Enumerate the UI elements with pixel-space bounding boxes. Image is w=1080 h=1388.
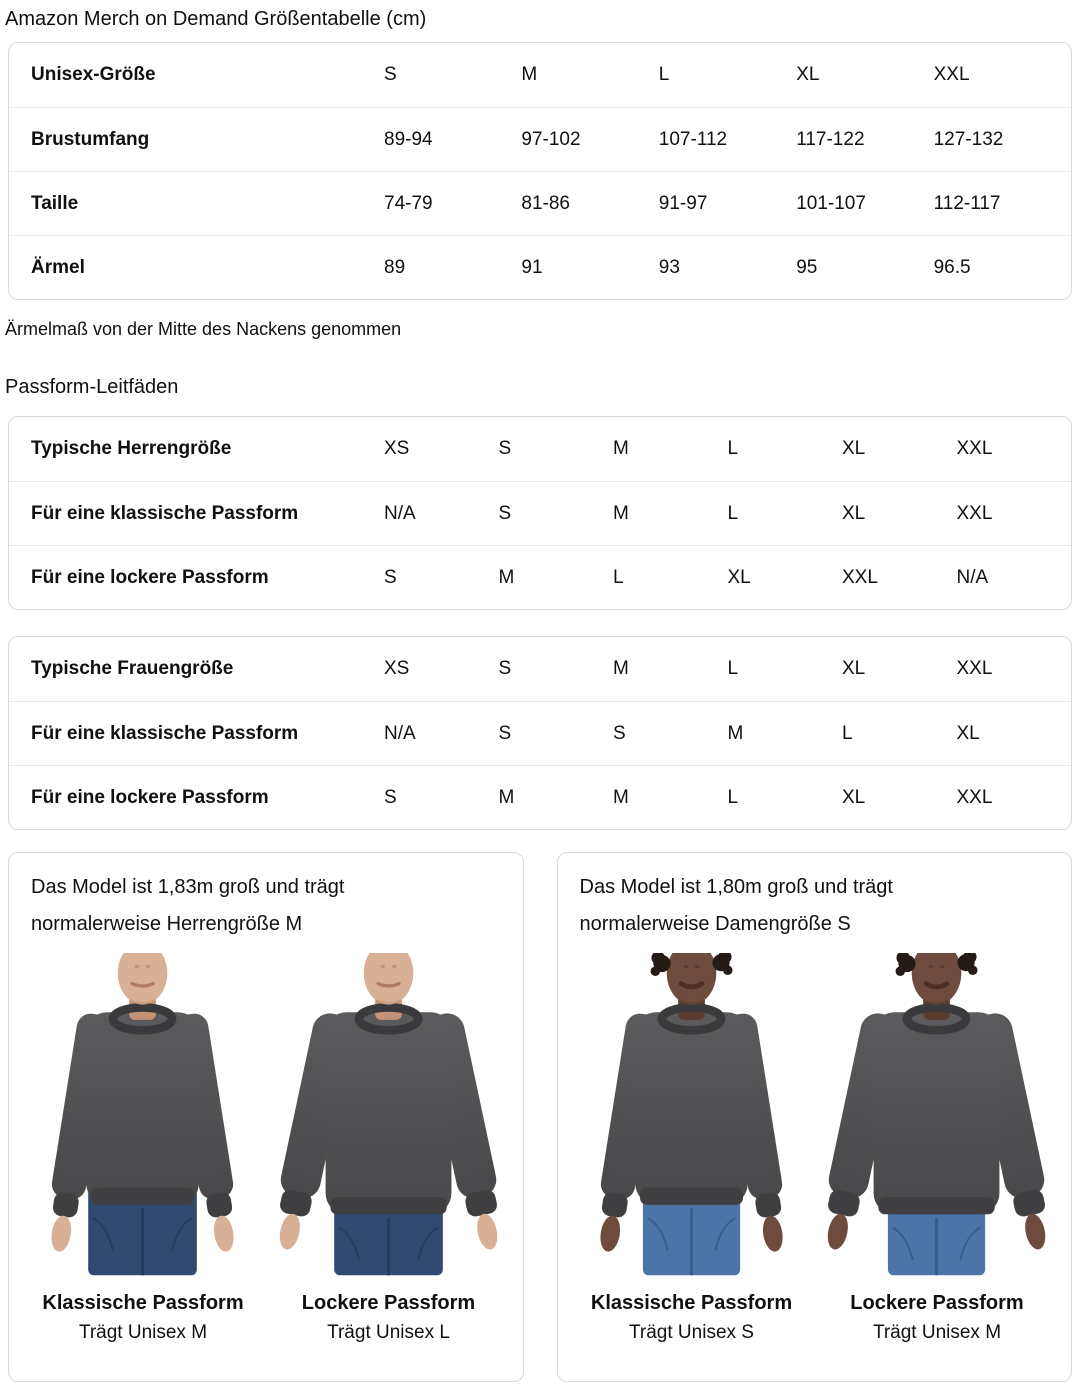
table-row: Brustumfang 89-94 97-102 107-112 117-122… xyxy=(9,107,1071,171)
model-description: Das Model ist 1,80m groß und trägt norma… xyxy=(579,876,893,935)
classic-fit-figure: Klassische Passform Trägt Unisex S xyxy=(579,941,804,1345)
page-title: Amazon Merch on Demand Größentabelle (cm… xyxy=(5,8,427,30)
table-row: Für eine klassische Passform N/A S S M L… xyxy=(9,701,1071,765)
size-worn-label: Trägt Unisex S xyxy=(629,1322,754,1343)
row-label: Für eine klassische Passform xyxy=(31,502,299,524)
model-photo-classic-fit xyxy=(31,941,255,1283)
table-row: Taille 74-79 81-86 91-97 101-107 112-117 xyxy=(9,171,1071,235)
fit-label: Klassische Passform xyxy=(590,1292,793,1314)
row-label: Typische Frauengröße xyxy=(31,658,234,679)
table-row: Für eine klassische Passform N/A S M L X… xyxy=(9,481,1071,545)
size-worn-label: Trägt Unisex M xyxy=(872,1322,1002,1343)
size-worn-label: Trägt Unisex L xyxy=(327,1322,450,1343)
model-photo-loose-fit xyxy=(276,941,501,1283)
loose-fit-figure: Lockere Passform Trägt Unisex M xyxy=(825,941,1049,1345)
model-description: Das Model ist 1,83m groß und trägt norma… xyxy=(31,876,345,935)
fit-label: Klassische Passform xyxy=(42,1292,244,1314)
mens-fit-table: Typische Herrengröße XS S M L XL XXL Für… xyxy=(8,416,1072,610)
table-row: Unisex-Größe S M L XL XXL xyxy=(9,43,1071,107)
model-cards: Das Model ist 1,83m groß und trägt norma… xyxy=(8,852,1072,1382)
mens-model-card: Das Model ist 1,83m groß und trägt norma… xyxy=(8,852,524,1382)
row-label: Unisex-Größe xyxy=(31,64,156,85)
table-row: Ärmel 89 91 93 95 96.5 xyxy=(9,235,1071,299)
model-photos: Klassische Passform Trägt Unisex M Locke… xyxy=(31,941,501,1345)
section-title: Passform-Leitfäden xyxy=(5,376,179,398)
sleeve-measure-note: Ärmelmaß von der Mitte des Nackens genom… xyxy=(5,319,402,339)
classic-fit-figure: Klassische Passform Trägt Unisex M xyxy=(31,941,255,1345)
row-label: Für eine lockere Passform xyxy=(31,786,269,808)
model-photos: Klassische Passform Trägt Unisex S Locke… xyxy=(579,941,1049,1345)
womens-model-card: Das Model ist 1,80m groß und trägt norma… xyxy=(556,852,1072,1382)
size-table: Unisex-Größe S M L XL XXL Brustumfang 89… xyxy=(8,42,1072,300)
table-row: Typische Frauengröße XS S M L XL XXL xyxy=(9,637,1071,701)
table-row: Für eine lockere Passform S M L XL XXL N… xyxy=(9,545,1071,609)
row-label: Typische Herrengröße xyxy=(31,438,232,459)
row-label: Brustumfang xyxy=(31,128,150,150)
loose-fit-figure: Lockere Passform Trägt Unisex L xyxy=(276,941,501,1345)
row-label: Taille xyxy=(31,192,79,214)
row-label: Für eine klassische Passform xyxy=(31,722,299,744)
fit-label: Lockere Passform xyxy=(850,1292,1024,1314)
model-photo-classic-fit xyxy=(579,941,804,1283)
table-row: Typische Herrengröße XS S M L XL XXL xyxy=(9,417,1071,481)
table-row: Für eine lockere Passform S M M L XL XXL xyxy=(9,765,1071,829)
womens-fit-table: Typische Frauengröße XS S M L XL XXL Für… xyxy=(8,636,1072,830)
fit-label: Lockere Passform xyxy=(301,1292,476,1314)
size-worn-label: Trägt Unisex M xyxy=(78,1322,208,1343)
row-label: Ärmel xyxy=(31,256,85,278)
row-label: Für eine lockere Passform xyxy=(31,566,269,588)
model-photo-loose-fit xyxy=(825,941,1049,1283)
